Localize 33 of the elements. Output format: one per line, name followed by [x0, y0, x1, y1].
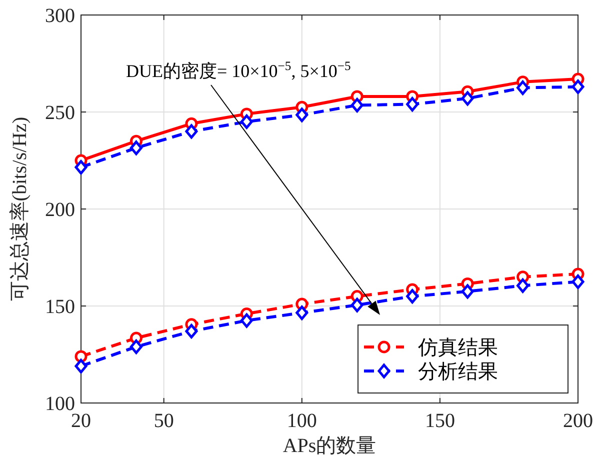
point [516, 278, 530, 293]
y-tick-label: 300 [45, 5, 75, 27]
xtick: 200 [563, 410, 593, 432]
point [296, 108, 308, 122]
point [350, 298, 364, 312]
point [130, 140, 142, 156]
point [240, 313, 253, 328]
annotation: DUE的密度= 10×10$^{−5}$, 5×10$^{−5}$ [126, 59, 351, 81]
point [516, 80, 530, 95]
point [572, 274, 584, 289]
legend-label: 仿真结果 [417, 337, 498, 359]
point [185, 324, 198, 338]
y-tick-label: 250 [45, 102, 75, 124]
y-tick-label: 150 [45, 296, 75, 318]
xtick: 150 [424, 410, 455, 432]
point [185, 124, 198, 139]
point [130, 339, 142, 354]
point [74, 358, 88, 374]
y-axis-title: 可达总速率(bits/s/Hz) [9, 116, 31, 302]
xtick: 100 [286, 410, 317, 432]
point [240, 114, 253, 129]
point [406, 289, 419, 304]
xtick: 50 [154, 410, 174, 432]
point [461, 284, 474, 299]
legend-label: 分析结果 [418, 361, 498, 383]
point [572, 80, 584, 94]
point [74, 160, 88, 175]
y-tick-label: 200 [45, 199, 75, 221]
point [296, 306, 308, 320]
point [461, 91, 474, 106]
point [350, 98, 364, 112]
x-axis-title: APs的数量 [282, 435, 376, 457]
point [406, 96, 419, 112]
